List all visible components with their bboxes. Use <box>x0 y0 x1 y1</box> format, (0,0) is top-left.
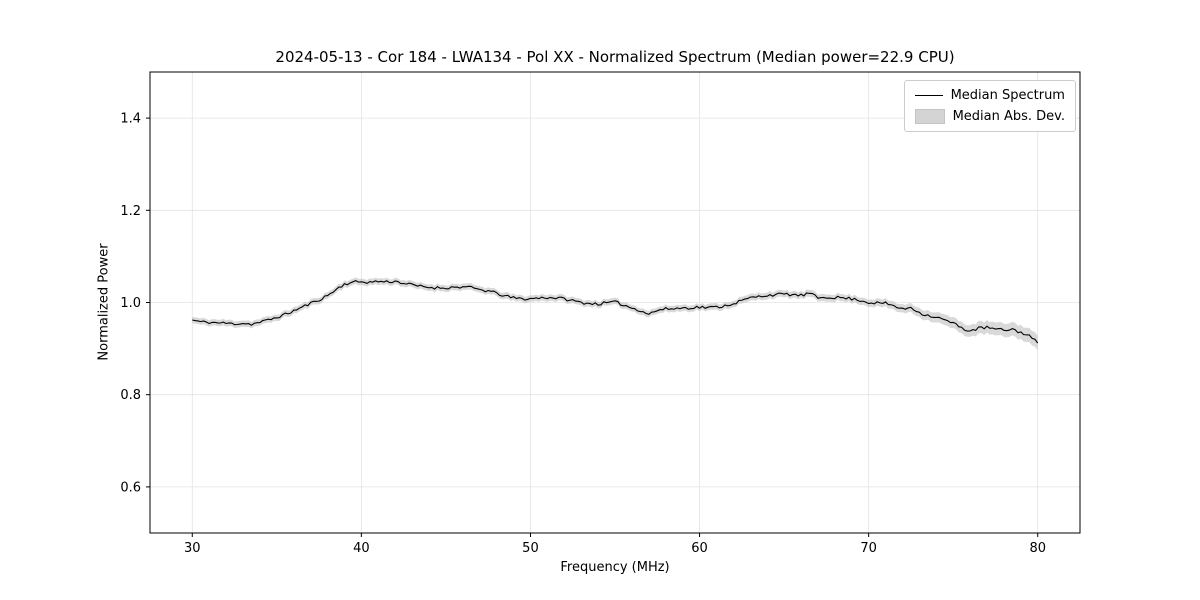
x-tick-label: 50 <box>522 541 539 556</box>
legend-entry-median-spectrum: Median Spectrum <box>914 88 1065 103</box>
x-tick-label: 70 <box>860 541 877 556</box>
y-tick-label: 1.0 <box>120 296 141 311</box>
y-tick-label: 1.2 <box>120 204 141 219</box>
ticks: 30 40 50 60 70 80 0.6 0.8 1.0 1.2 1.4 <box>120 112 1046 556</box>
x-tick-label: 60 <box>691 541 708 556</box>
y-tick-label: 1.4 <box>120 112 141 127</box>
y-axis-label: Normalized Power <box>96 243 112 361</box>
y-tick-label: 0.6 <box>120 480 141 495</box>
median-spectrum-line <box>192 280 1039 344</box>
x-tick-label: 80 <box>1029 541 1046 556</box>
legend-label: Median Spectrum <box>950 88 1065 103</box>
x-axis-label: Frequency (MHz) <box>560 560 670 575</box>
legend: Median Spectrum Median Abs. Dev. <box>903 80 1076 132</box>
mad-band <box>192 277 1038 351</box>
line-sample-icon <box>914 95 943 96</box>
x-tick-label: 40 <box>353 541 370 556</box>
legend-label: Median Abs. Dev. <box>952 109 1065 124</box>
plot-title: 2024-05-13 - Cor 184 - LWA134 - Pol XX -… <box>275 48 955 66</box>
x-tick-label: 30 <box>184 541 201 556</box>
y-tick-label: 0.8 <box>120 388 141 403</box>
legend-entry-median-abs-dev: Median Abs. Dev. <box>914 109 1065 124</box>
patch-sample-icon <box>914 109 945 124</box>
